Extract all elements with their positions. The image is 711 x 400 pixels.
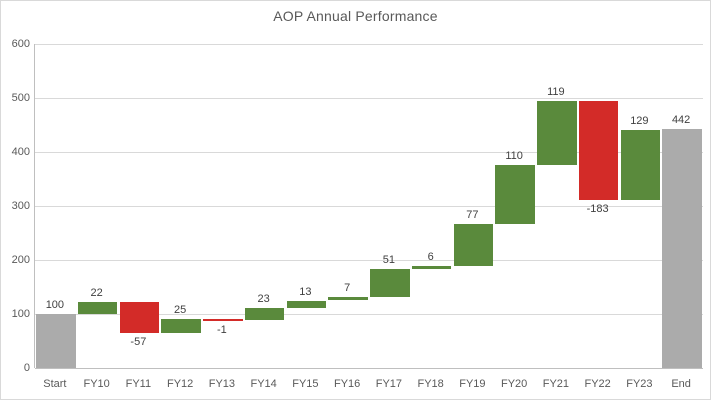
bar-value-label-fy12: 25 [174,304,187,317]
bar-fy21 [537,100,577,165]
y-tick-label-600: 600 [11,38,30,50]
gridline-300 [35,206,703,207]
x-tick-label-fy23: FY23 [626,378,653,390]
bar-value-label-fy14: 23 [257,292,270,305]
bar-fy14 [244,307,285,320]
x-tick-label-fy21: FY21 [542,378,570,390]
x-tick-label-fy20: FY20 [500,378,528,390]
gridline-100 [35,314,703,315]
bar-fy16 [328,296,368,301]
x-tick-label-fy19: FY19 [459,378,486,390]
x-tick-label-fy16: FY16 [333,378,361,390]
gridline-600 [35,44,703,45]
x-tick-label-fy11: FY11 [125,378,152,390]
bar-fy17 [370,269,410,297]
bar-value-label-fy10: 22 [90,287,103,300]
x-tick-label-end: End [671,378,691,390]
bar-value-label-fy11: -57 [130,335,147,348]
bar-start [36,314,76,368]
bar-fy22 [578,100,619,200]
bar-fy19 [453,224,494,266]
bar-end [662,129,702,368]
bar-fy12 [161,319,201,333]
gridline-200 [35,260,703,261]
x-tick-label-fy18: FY18 [417,378,444,390]
bar-fy23 [620,129,661,200]
bar-value-label-fy15: 13 [299,285,312,298]
gridline-500 [35,98,703,99]
bar-fy15 [286,300,327,308]
y-tick-label-200: 200 [11,254,30,266]
bar-value-label-fy19: 77 [466,209,479,222]
y-tick-label-300: 300 [11,200,30,212]
bar-fy10 [77,302,118,314]
x-tick-label-fy17: FY17 [375,378,403,390]
gridline-0 [35,368,703,369]
x-tick-label-start: Start [43,378,67,390]
bar-value-label-fy20: 110 [505,149,523,162]
x-tick-label-fy14: FY14 [250,378,277,390]
plot-area [34,44,703,369]
y-tick-label-500: 500 [11,92,30,104]
x-tick-label-fy22: FY22 [584,378,611,390]
bar-value-label-fy21: 119 [547,85,565,98]
bar-value-label-fy18: 6 [427,250,434,263]
y-tick-label-400: 400 [11,146,30,158]
bar-value-label-fy16: 7 [344,281,351,294]
bar-value-label-end: 442 [671,114,691,127]
x-tick-label-fy15: FY15 [292,378,319,390]
chart-title: AOP Annual Performance [273,8,438,24]
bar-fy11 [119,302,160,333]
bar-value-label-fy23: 129 [630,114,649,127]
bar-fy20 [495,164,535,225]
bar-fy18 [411,265,452,270]
bar-fy13 [203,319,243,322]
y-tick-label-100: 100 [11,308,30,320]
gridline-400 [35,152,703,153]
x-tick-label-fy12: FY12 [166,378,194,390]
bar-value-label-start: 100 [45,299,65,311]
bar-value-label-fy17: 51 [382,254,395,267]
x-tick-label-fy10: FY10 [83,378,110,390]
x-tick-label-fy13: FY13 [208,378,236,390]
bar-value-label-fy13: -1 [216,324,227,337]
bar-value-label-fy22: -183 [586,202,609,215]
y-tick-label-0: 0 [23,362,30,374]
